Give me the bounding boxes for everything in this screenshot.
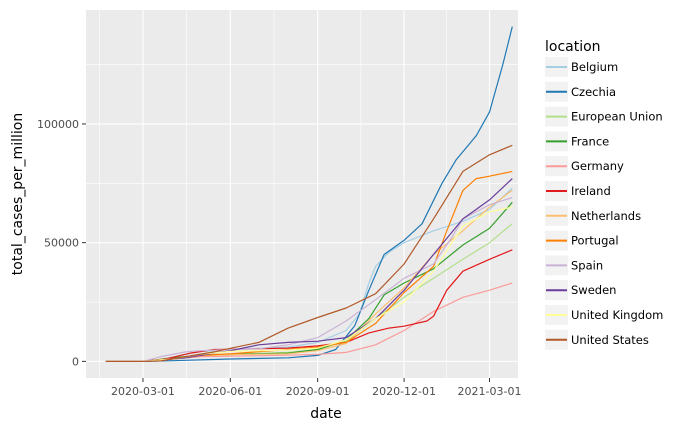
- legend-label: France: [571, 134, 609, 148]
- legend-label: Spain: [571, 258, 603, 272]
- legend-item: United Kingdom: [545, 305, 663, 325]
- y-tick-label: 100000: [37, 118, 79, 131]
- legend-label: Portugal: [571, 234, 619, 248]
- plot-panel: [86, 10, 518, 378]
- legend-label: Ireland: [571, 184, 611, 198]
- series-line: [105, 144, 513, 362]
- x-tick-label: 2020-12-01: [372, 385, 436, 398]
- x-tick-label: 2020-06-01: [198, 385, 262, 398]
- minor-gridlines: [86, 10, 518, 378]
- y-tick-label: 50000: [44, 237, 79, 250]
- legend: location Belgium Czechia European Union Fra…: [545, 39, 663, 350]
- legend-label: Belgium: [571, 60, 618, 74]
- legend-item: United States: [545, 329, 649, 350]
- x-tick-label: 2020-09-01: [286, 385, 350, 398]
- legend-item: Belgium: [545, 57, 618, 77]
- legend-item: Netherlands: [545, 205, 641, 226]
- x-tick-label: 2021-03-01: [458, 385, 522, 398]
- x-tick-label: 2020-03-01: [111, 385, 175, 398]
- legend-item: European Union: [545, 106, 663, 127]
- legend-label: Germany: [571, 159, 624, 173]
- major-gridlines: [86, 10, 518, 378]
- y-axis-title: total_cases_per_million: [10, 113, 26, 275]
- series-line: [105, 197, 513, 362]
- series-line: [105, 249, 513, 362]
- legend-label: United States: [571, 333, 649, 347]
- legend-label: Sweden: [571, 283, 616, 297]
- legend-label: Netherlands: [571, 209, 641, 223]
- x-axis-ticks: 2020-03-01 2020-06-01 2020-09-01 2020-12-01…: [111, 378, 521, 398]
- legend-item: Ireland: [545, 181, 611, 201]
- legend-item: France: [545, 131, 609, 152]
- legend-item: Czechia: [545, 81, 616, 102]
- legend-label: United Kingdom: [571, 308, 663, 322]
- legend-item: Portugal: [545, 230, 619, 251]
- series-lines: [105, 26, 513, 362]
- legend-label: European Union: [571, 110, 663, 124]
- x-axis-title: date: [310, 406, 342, 422]
- y-axis-ticks: 0 50000 100000: [37, 118, 86, 368]
- legend-item: Spain: [545, 255, 603, 276]
- series-line: [105, 26, 513, 362]
- legend-item: Sweden: [545, 280, 616, 301]
- legend-item: Germany: [545, 156, 624, 177]
- legend-label: Czechia: [571, 85, 616, 99]
- y-tick-label: 0: [72, 355, 79, 368]
- legend-items: Belgium Czechia European Union France German…: [545, 57, 663, 350]
- legend-title: location: [545, 39, 601, 55]
